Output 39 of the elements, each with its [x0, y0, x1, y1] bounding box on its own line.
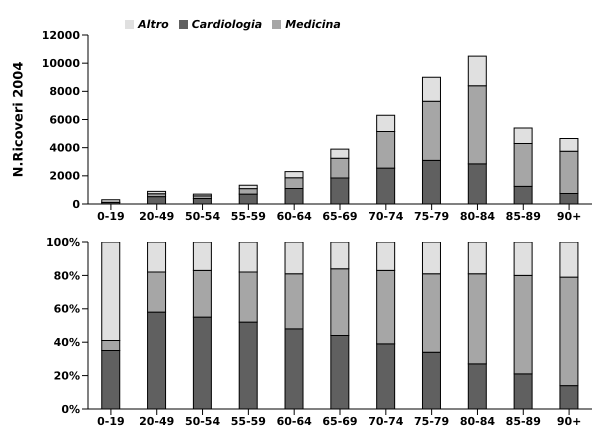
legend-label: Altro: [138, 18, 169, 31]
y-tick-label: 40%: [54, 336, 80, 350]
x-tick-label: 20-49: [139, 210, 174, 223]
x-tick-label: 50-54: [184, 210, 220, 223]
x-tick-label: 70-74: [368, 414, 404, 428]
y-tick-label: 20%: [54, 370, 80, 383]
x-tick-label: 55-59: [230, 414, 266, 428]
x-tick-label: 85-89: [506, 414, 541, 428]
x-tick-label: 60-64: [276, 414, 312, 428]
y-tick-label: 4000: [49, 142, 80, 155]
y-tick-label: 8000: [49, 85, 80, 98]
x-tick-label: 80-84: [460, 414, 496, 428]
x-tick-label: 65-69: [322, 414, 358, 428]
x-tick-label: 50-54: [184, 414, 220, 428]
x-tick-label: 90+: [556, 414, 582, 428]
x-tick-label: 0-19: [97, 414, 125, 428]
y-tick-label: 60%: [54, 302, 80, 316]
y-tick-label: 80%: [54, 269, 80, 282]
x-tick-label: 90+: [556, 210, 582, 223]
x-tick-label: 80-84: [460, 210, 496, 223]
x-tick-label: 60-64: [276, 210, 312, 223]
y-tick-label: 10000: [42, 57, 80, 70]
y-tick-label: 100%: [46, 236, 80, 249]
y-tick-label: 12000: [42, 28, 80, 42]
x-tick-label: 70-74: [368, 210, 404, 223]
x-tick-label: 20-49: [139, 414, 174, 428]
x-tick-label: 85-89: [506, 210, 541, 223]
x-tick-label: 75-79: [414, 210, 450, 223]
x-tick-label: 75-79: [414, 414, 450, 428]
legend-label: Cardiologia: [192, 18, 262, 31]
x-tick-label: 0-19: [97, 210, 125, 223]
y-tick-label: 2000: [49, 170, 80, 183]
legend-label: Medicina: [285, 18, 341, 31]
y-tick-label: 0: [72, 198, 80, 211]
y-tick-label: 6000: [49, 113, 80, 126]
x-tick-label: 55-59: [230, 210, 266, 223]
y-tick-label: 0%: [61, 402, 80, 416]
x-tick-label: 65-69: [322, 210, 358, 223]
y-axis-title: N.Ricoveri 2004: [12, 62, 27, 178]
